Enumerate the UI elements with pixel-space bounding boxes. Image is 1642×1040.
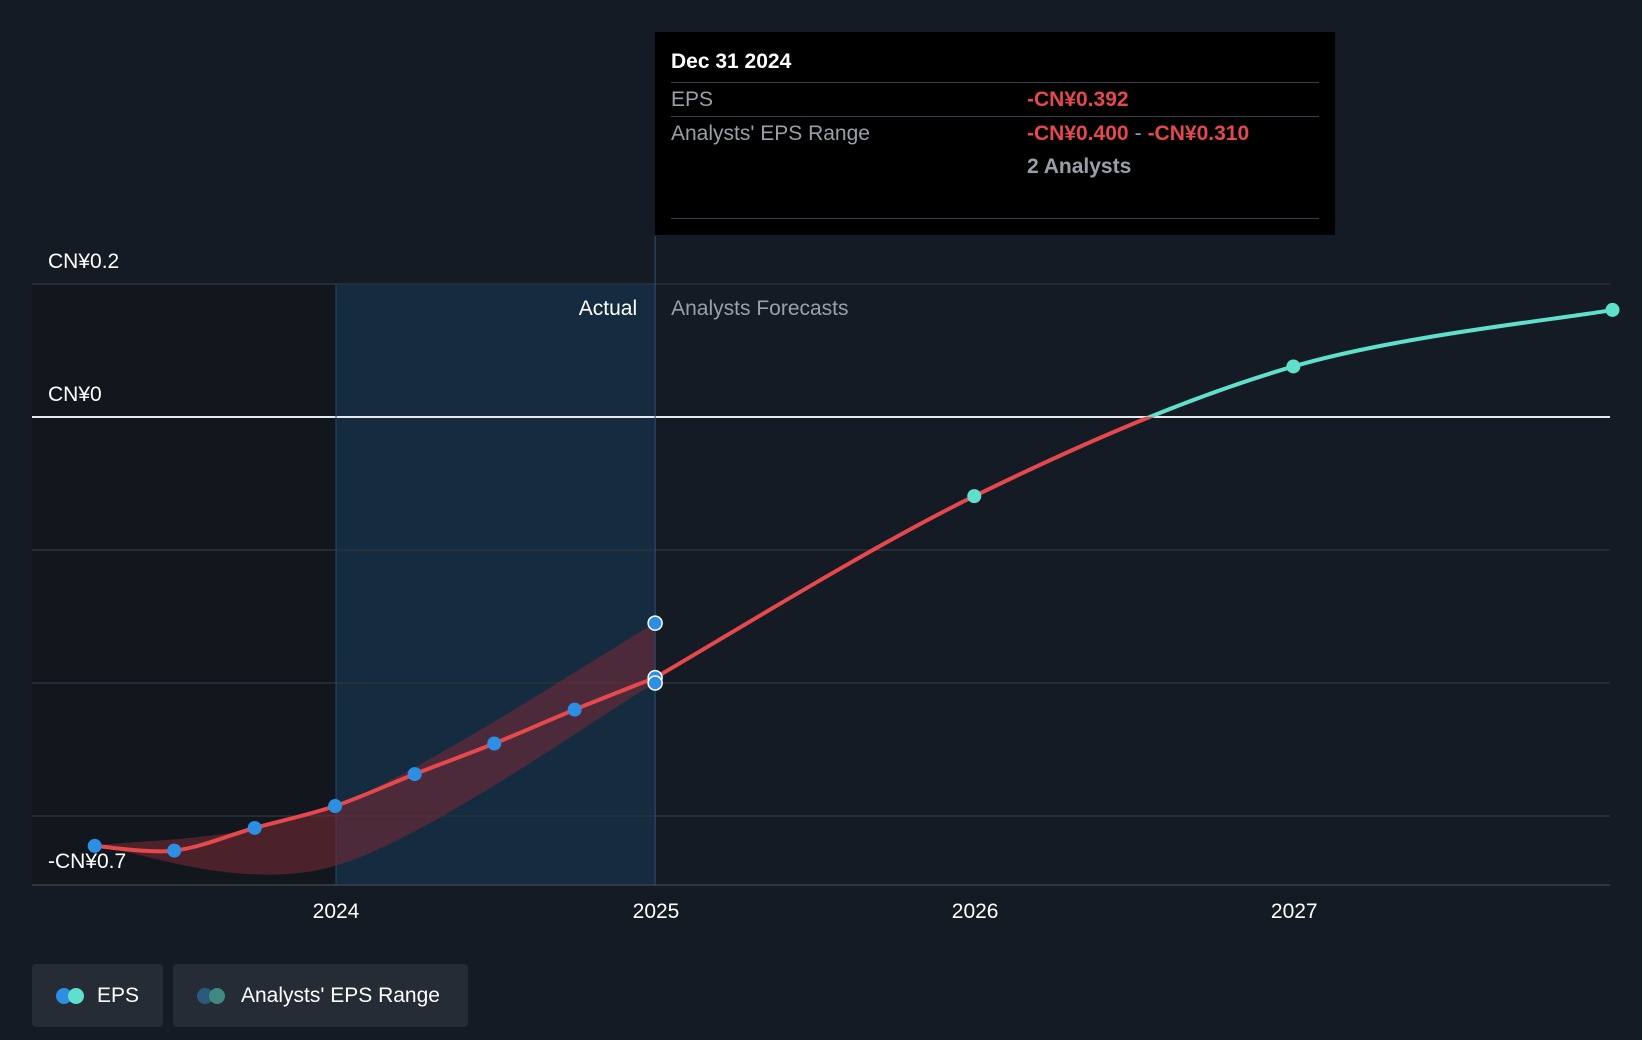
forecast-label: Analysts Forecasts [671, 297, 848, 320]
tooltip: Dec 31 2024 EPS -CN¥0.392 Analysts' EPS … [655, 32, 1335, 235]
eps-chart: CN¥0.2 CN¥0 -CN¥0.7 2024 2025 2026 2027 Actual A… [32, 236, 1620, 923]
tooltip-analyst-count: 2 Analysts [1027, 155, 1132, 178]
legend: EPS Analysts' EPS Range [32, 964, 468, 1027]
eps-forecast-point [967, 489, 982, 504]
eps-forecast-point [1286, 359, 1301, 374]
x-tick-label: 2027 [1271, 900, 1318, 923]
eps-actual-point [567, 702, 582, 717]
tooltip-divider [671, 218, 1319, 219]
legend-range-button[interactable]: Analysts' EPS Range [173, 964, 468, 1027]
y-tick-label: -CN¥0.7 [48, 850, 126, 873]
y-tick-label: CN¥0.2 [48, 250, 119, 273]
legend-eps-label: EPS [96, 983, 139, 1007]
legend-range-label: Analysts' EPS Range [241, 983, 440, 1007]
eps-actual-point [328, 799, 343, 814]
eps-actual-line [92, 675, 658, 854]
tooltip-range-separator: - [1134, 122, 1142, 145]
x-tick-label: 2026 [952, 900, 999, 923]
x-tick-label: 2025 [633, 900, 680, 923]
eps-forecast-point [1605, 302, 1620, 317]
x-tick-label: 2024 [313, 900, 360, 923]
pre-period-shade [32, 284, 336, 885]
range-legend-icon [197, 987, 225, 1004]
tooltip-date: Dec 31 2024 [671, 50, 792, 73]
tooltip-range-row: Analysts' EPS Range -CN¥0.400 - -CN¥0.31… [671, 116, 1319, 150]
actual-label: Actual [579, 297, 637, 320]
range-low-point [647, 675, 663, 691]
tooltip-eps-label: EPS [671, 88, 714, 111]
eps-actual-point [487, 736, 502, 751]
tooltip-range-high: -CN¥0.310 [1147, 122, 1250, 145]
eps-forecast-line-positive [1144, 307, 1613, 417]
legend-eps-button[interactable]: EPS [32, 964, 163, 1027]
tooltip-range-low: -CN¥0.400 [1027, 122, 1129, 145]
eps-actual-point [167, 843, 182, 858]
y-tick-label: CN¥0 [48, 383, 102, 406]
range-high-point [647, 615, 663, 631]
tooltip-eps-row: EPS -CN¥0.392 [671, 82, 1319, 116]
tooltip-eps-value: -CN¥0.392 [1027, 88, 1129, 111]
eps-actual-point [87, 838, 102, 853]
eps-actual-point [247, 820, 262, 835]
tooltip-range-label: Analysts' EPS Range [671, 122, 870, 145]
eps-actual-point [407, 767, 422, 782]
eps-forecast-line-negative [654, 417, 1156, 680]
eps-legend-icon [56, 987, 84, 1004]
